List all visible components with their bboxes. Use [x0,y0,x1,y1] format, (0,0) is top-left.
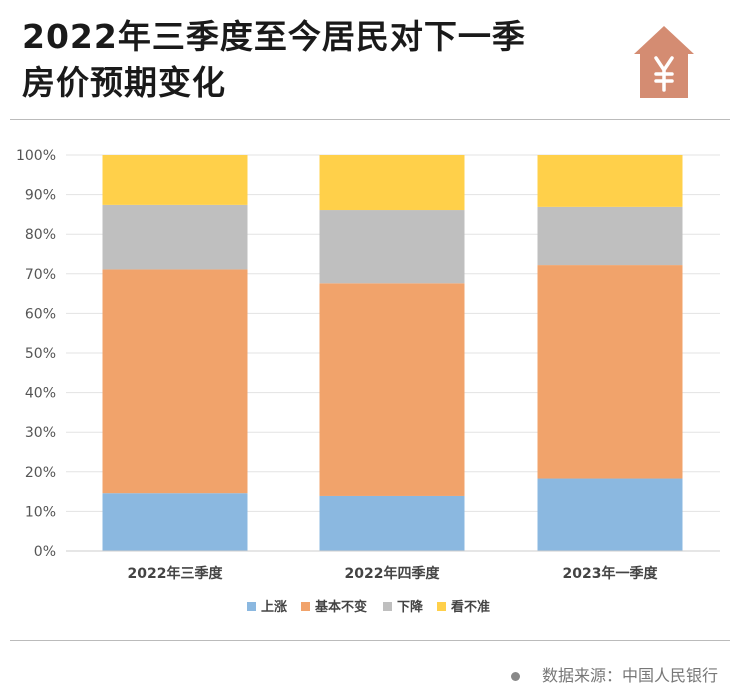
legend-swatch [383,602,392,611]
bar-segment [319,210,465,284]
title-line-2: 房价预期变化 [22,63,226,102]
source-note: 数据来源：中国人民银行 [510,662,718,686]
source-text: 数据来源：中国人民银行 [541,666,718,685]
y-tick-label: 90% [25,188,56,204]
bottom-divider [10,640,730,641]
legend-swatch [301,602,310,611]
bar-segment [319,495,465,551]
bar-segment [319,155,465,211]
bar-segment [102,493,248,551]
x-tick-label: 2022年三季度 [128,565,224,582]
legend-label: 上涨 [261,600,287,615]
stacked-bar-chart: 0% 10% 20% 30% 40% 50% 60% 70% 80% 90% 100% 2022年三季… [16,148,720,615]
y-tick-label: 60% [25,306,56,322]
y-tick-label: 40% [25,386,56,402]
legend-swatch [437,602,446,611]
bar-segment [102,155,248,205]
y-tick-label: 50% [25,346,56,362]
y-tick-label: 10% [25,504,56,520]
top-divider [10,119,730,120]
bar-segment [537,265,683,479]
bar-segment [537,478,683,551]
bar-segment [102,269,248,494]
page-title: 2022年三季度至今居民对下一季 房价预期变化 [22,14,526,106]
y-tick-label: 100% [16,148,56,164]
y-tick-label: 70% [25,267,56,283]
legend-label: 基本不变 [314,599,367,615]
legend-label: 看不准 [451,599,490,615]
y-tick-label: 20% [25,465,56,481]
bar-segment [537,206,683,266]
bar-segment [537,155,683,207]
y-tick-label: 0% [34,544,56,560]
bar-segment [102,204,248,270]
house-yuan-icon [634,26,694,98]
legend-swatch [247,602,256,611]
bullet-dot [510,672,520,681]
y-tick-label: 80% [25,227,56,243]
x-tick-label: 2022年四季度 [345,565,441,582]
x-tick-label: 2023年一季度 [563,565,659,582]
legend-label: 下降 [397,599,424,615]
title-line-1: 2022年三季度至今居民对下一季 [22,17,526,56]
y-tick-label: 30% [25,425,56,441]
bar-segment [319,283,465,496]
